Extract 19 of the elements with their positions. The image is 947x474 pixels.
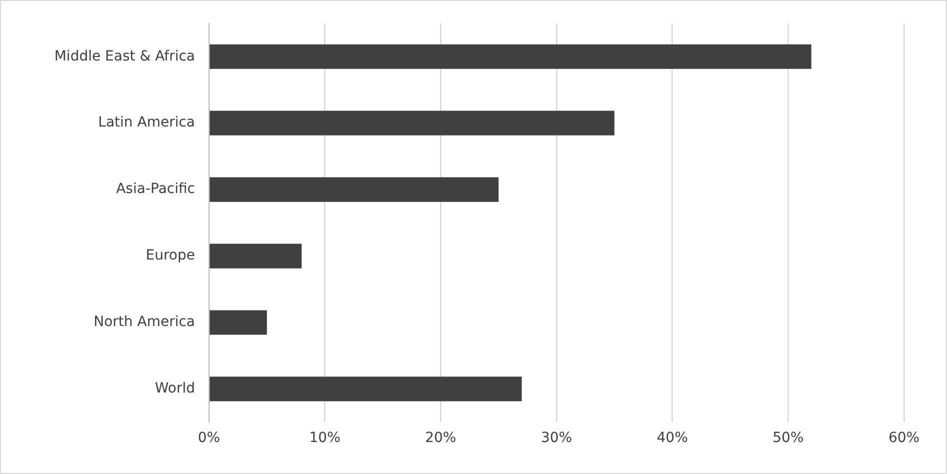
bar	[210, 44, 812, 69]
x-tick-label: 20%	[425, 430, 456, 446]
x-tick-label: 60%	[888, 430, 920, 446]
x-tick-label: 40%	[656, 430, 688, 446]
y-tick-label: North America	[94, 314, 195, 330]
bar	[210, 376, 522, 402]
y-tick-label: World	[154, 380, 195, 397]
x-tick-label: 10%	[309, 430, 340, 446]
x-tick-label: 50%	[772, 430, 804, 446]
x-tick-label: 30%	[540, 430, 572, 446]
x-tick-label: 0%	[198, 430, 220, 446]
bar	[210, 310, 267, 335]
y-tick-label: Europe	[146, 248, 195, 264]
y-tick-label: Asia-Pacific	[116, 181, 195, 198]
y-tick-label: Middle East & Africa	[54, 48, 195, 64]
bar	[210, 110, 614, 136]
bar	[210, 244, 302, 268]
bar	[210, 177, 499, 202]
y-tick-label: Latin America	[98, 114, 195, 131]
